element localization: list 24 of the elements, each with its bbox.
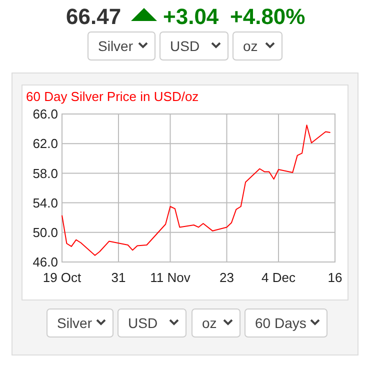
y-tick-label: 46.0 <box>32 254 58 270</box>
x-tick-label: 11 Nov <box>150 270 191 285</box>
text: 66.47 <box>66 4 122 29</box>
text: +3.04 <box>163 4 220 29</box>
x-tick-label: 4 Dec <box>262 270 296 285</box>
y-tick-label: 62.0 <box>32 136 58 152</box>
x-tick-label: 19 Oct <box>42 270 82 285</box>
text: oz <box>202 315 217 331</box>
text: oz <box>243 38 258 54</box>
line-series <box>62 124 331 256</box>
x-tick-label: 23 <box>220 270 234 285</box>
x-tick-label: 31 <box>111 270 126 285</box>
y-tick-label: 66.0 <box>32 106 58 122</box>
chart-title: 60 Day Silver Price in USD/oz <box>26 89 199 104</box>
text: USD <box>128 315 158 331</box>
x-tick-label: 16 <box>328 270 342 285</box>
y-tick-label: 54.0 <box>32 195 58 210</box>
y-tick-label: 50.0 <box>32 224 58 240</box>
text: USD <box>170 38 200 54</box>
text: +4.80% <box>230 4 306 29</box>
text: Silver <box>57 315 92 331</box>
text: Silver <box>98 38 134 54</box>
y-tick-label: 58.0 <box>32 166 58 181</box>
text: 60 Days <box>255 315 306 331</box>
